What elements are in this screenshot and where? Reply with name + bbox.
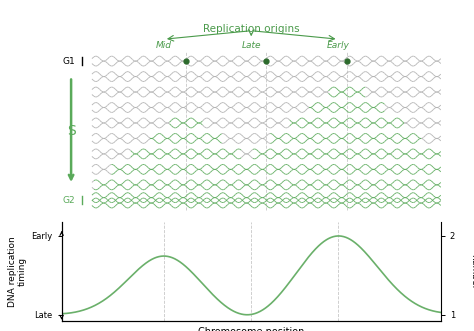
Text: Mid: Mid [156,41,172,50]
X-axis label: Chromosome position: Chromosome position [198,327,304,331]
Text: G1: G1 [62,57,75,66]
Text: S: S [67,124,75,138]
Y-axis label: DNA replication
timing: DNA replication timing [8,236,27,307]
Text: Replication origins: Replication origins [203,24,300,34]
Text: Late: Late [241,41,261,50]
Text: Early: Early [327,41,350,50]
Y-axis label: DNA copy
number: DNA copy number [469,249,474,294]
Text: G2: G2 [62,196,75,205]
